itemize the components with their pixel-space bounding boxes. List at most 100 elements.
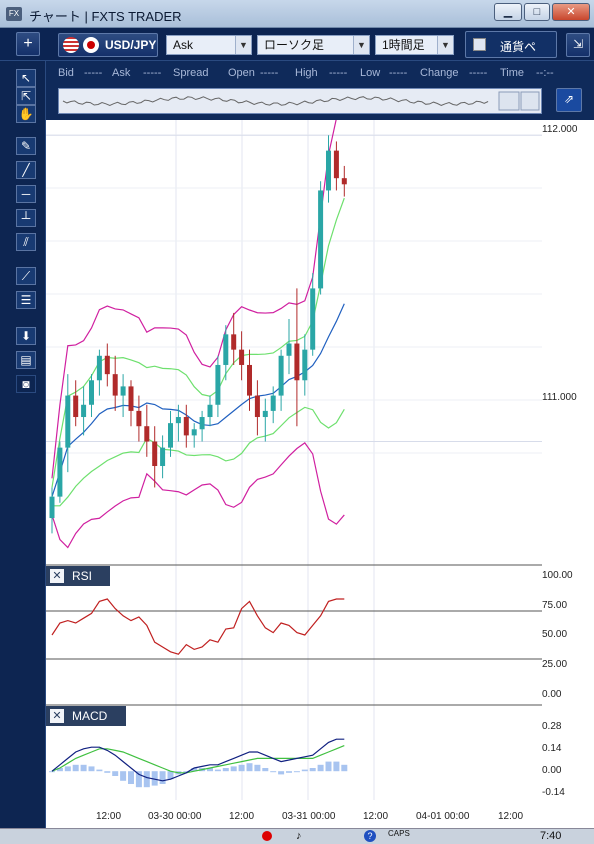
horizontal-line-icon[interactable]: ─ [16,185,36,203]
fan-icon[interactable]: ⟋ [16,267,36,285]
maximize-button[interactable]: □ [524,3,550,21]
add-chart-button[interactable]: + [16,32,40,56]
checkbox-icon[interactable] [473,38,486,51]
macd-tick: 0.28 [542,721,562,732]
us-flag-icon [63,37,79,53]
open-value: ----- [260,67,279,79]
crosshair-cursor-icon[interactable]: ⇱ [16,87,36,105]
clock: 7:40 [540,830,562,842]
close-rsi-icon[interactable]: ✕ [50,569,64,583]
candle-body [286,343,292,356]
price-axis: 112.000 111.000 100.00 75.00 50.00 25.00… [542,120,594,806]
macd-histogram-bar [309,768,316,772]
price-side-select[interactable]: Ask ▼ [166,35,252,55]
time-tick: 12:00 [229,811,255,822]
app-icon: FX [6,7,22,21]
channel-icon[interactable]: ⫽ [16,233,36,251]
macd-signal-line [51,745,345,774]
camera-icon[interactable]: ◙ [16,375,36,393]
macd-histogram-bar [120,771,127,781]
time-label: Time [500,67,525,79]
close-button[interactable]: ✕ [552,3,590,21]
pin-icon[interactable]: ✎ [16,137,36,155]
chart-type-value: ローソク足 [264,38,325,52]
rsi-tick: 50.00 [542,629,568,640]
time-tick: 12:00 [363,811,389,822]
rsi-label: RSI [72,569,93,583]
macd-histogram-bar [49,771,55,773]
low-value: ----- [389,67,408,79]
change-label: Change [420,67,459,79]
symbol-button[interactable]: USD/JPY [58,33,158,57]
network-icon[interactable] [262,831,272,841]
chart-type-select[interactable]: ローソク足 ▼ [257,35,370,55]
macd-histogram-bar [238,764,245,772]
timeframe-select[interactable]: 1時間足 ▼ [375,35,454,55]
macd-histogram-bar [135,771,142,788]
price-side-value: Ask [173,38,194,52]
bollinger-upper-2 [51,92,345,479]
drawing-tools: ↖ ⇱ ✋ ✎ ╱ ─ ┴ ⫽ ⟋ ☰ ⬇ ▤ ◙ [0,61,46,844]
candle-body [49,496,55,519]
trendline-icon[interactable]: ╱ [16,161,36,179]
timeframe-value: 1時間足 [382,38,425,52]
macd-histogram-bar [191,768,198,772]
symbol-label: USD/JPY [105,38,157,52]
rsi-tick: 25.00 [542,659,568,670]
cursor-icon[interactable]: ↖ [16,69,36,87]
time-value: --:-- [536,67,554,79]
fibonacci-icon[interactable]: ☰ [16,291,36,309]
candle-body [191,429,197,436]
candle-body [341,178,347,185]
candle-body [247,364,252,396]
time-tick: 04-01 00:00 [416,811,470,822]
candle-body [57,447,63,497]
undock-button[interactable]: ⇲ [566,33,590,57]
ask-label: Ask [112,67,131,79]
chart-toolbar: + USD/JPY Ask ▼ ローソク足 ▼ 1時間足 ▼ 通貨ペ ⇲ [0,28,594,61]
macd-histogram-bar [80,764,87,772]
minimize-button[interactable]: ▁ [494,3,522,21]
close-macd-icon[interactable]: ✕ [50,709,64,723]
scroll-latest-icon[interactable]: ⇗ [556,88,582,112]
overview-navigator[interactable] [58,88,542,114]
rsi-tick: 100.00 [542,570,573,581]
chevron-down-icon: ▼ [437,36,453,54]
volume-icon[interactable]: ♪ [296,830,302,842]
list-icon[interactable]: ▤ [16,351,36,369]
change-value: ----- [469,67,488,79]
bollinger-upper-1 [51,197,345,488]
chart-area[interactable] [46,92,542,806]
candle-body [73,395,79,418]
candle-body [128,386,134,411]
time-tick: 03-30 00:00 [148,811,202,822]
candle-body [254,395,260,418]
candle-body [112,374,118,396]
macd-histogram-bar [64,766,71,772]
macd-histogram-bar [72,764,79,772]
time-tick: 03-31 00:00 [282,811,336,822]
macd-histogram-bar [325,761,332,772]
bid-value: ----- [84,67,103,79]
window-title: チャート | FXTS TRADER [29,9,182,24]
macd-panel-tag: ✕ MACD [46,706,126,726]
macd-histogram-bar [143,771,150,788]
hand-icon[interactable]: ✋ [16,105,36,123]
compare-pair-button[interactable]: 通貨ペ [465,31,557,58]
download-icon[interactable]: ⬇ [16,327,36,345]
macd-histogram-bar [214,769,221,772]
candle-body [81,404,87,418]
candle-body [231,334,237,350]
candle-body [144,426,150,442]
macd-histogram-bar [151,771,158,786]
candle-body [175,417,181,424]
title-bar: FX チャート | FXTS TRADER ▁ □ ✕ [0,0,594,28]
candle-body [326,150,331,191]
help-icon[interactable]: ? [364,830,376,842]
macd-histogram-bar [222,768,229,772]
candle-body [270,395,276,411]
vertical-line-icon[interactable]: ┴ [16,209,36,227]
candle-body [223,334,229,365]
candle-body [104,355,110,375]
caps-indicator: CAPS [388,829,410,838]
